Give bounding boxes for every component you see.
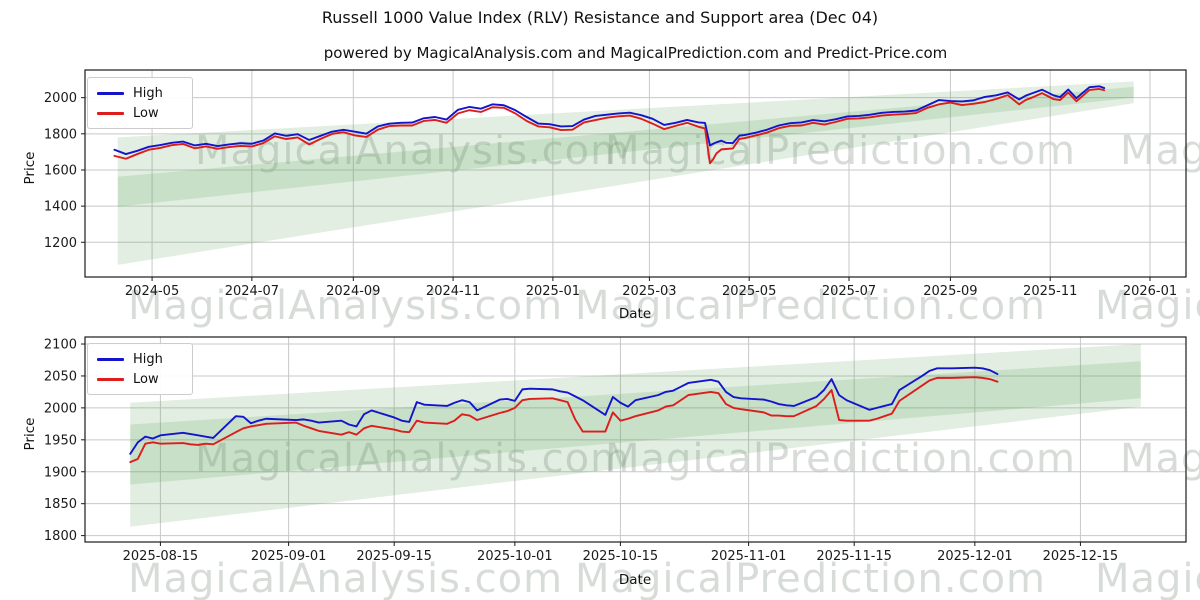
y-tick-label: 1850: [44, 497, 77, 512]
watermark-text: MagicalAnalysis.com: [1120, 436, 1200, 482]
watermark-row: MagicalAnalysis.com MagicalPrediction.co…: [0, 128, 1200, 174]
x-tick-label: 2025-08-15: [123, 549, 199, 564]
resistance-area: [130, 344, 1141, 485]
x-tick-label: 2025-10-15: [583, 549, 659, 564]
low-line-swatch: [97, 377, 124, 381]
legend-item-high: High: [97, 83, 183, 103]
x-tick-label: 2025-09-01: [251, 549, 327, 564]
y-tick-label: 2000: [44, 401, 77, 416]
top-chart: 2024-05 2024-07 2024-09 2024-11 2025-01 2025-…: [44, 69, 1187, 299]
watermark-text: MagicalPrediction.com: [575, 283, 1046, 329]
high-line-swatch: [97, 91, 124, 95]
x-tick-label: 2025-12-15: [1043, 549, 1119, 564]
watermark-text: MagicalAnalysis.com: [1120, 128, 1200, 174]
watermark-text: MagicalPrediction.com: [605, 436, 1076, 482]
figure-subtitle: powered by MagicalAnalysis.com and Magic…: [323, 44, 948, 62]
x-tick-label: 2025-11-15: [816, 549, 892, 564]
x-tick-label: 2025-10-01: [477, 549, 553, 564]
y-tick-label: 1950: [44, 433, 77, 448]
support-area: [117, 86, 1134, 265]
support-area: [130, 361, 1141, 527]
high-line: [129, 366, 999, 455]
x-tick-label: 2025-07: [822, 284, 876, 299]
watermark-row: MagicalAnalysis.com MagicalPrediction.co…: [0, 556, 1200, 600]
x-tick-label: 2026-01: [1123, 284, 1177, 299]
watermark-text: MagicalAnalysis.com: [128, 283, 564, 329]
x-axis-label-top: Date: [618, 306, 652, 322]
legend: High Low: [87, 77, 193, 129]
x-tick-label: 2024-05: [125, 284, 179, 299]
x-tick-label: 2024-07: [225, 284, 279, 299]
legend-label-high: High: [133, 85, 163, 101]
low-line: [129, 376, 999, 464]
x-tick-label: 2025-09-15: [356, 549, 432, 564]
low-line-swatch: [97, 111, 124, 115]
figure-title: Russell 1000 Value Index (RLV) Resistanc…: [321, 8, 879, 27]
watermark-text: MagicalAnalysis.com: [1095, 556, 1200, 600]
y-tick-label: 1200: [44, 236, 77, 251]
watermark-text: MagicalPrediction.com: [605, 128, 1076, 174]
y-tick-label: 2050: [44, 369, 77, 384]
watermark-text: MagicalAnalysis.com: [195, 436, 630, 482]
x-tick-label: 2025-11-01: [711, 549, 787, 564]
x-tick-label: 2025-12-01: [937, 549, 1013, 564]
x-tick-label: 2025-05: [722, 284, 776, 299]
legend: High Low: [87, 343, 193, 395]
bottom-chart: 2025-08-15 2025-09-01 2025-09-15 2025-10-01…: [44, 336, 1187, 564]
legend-item-high: High: [97, 349, 183, 369]
watermark-text: MagicalAnalysis.com: [1095, 283, 1200, 329]
y-tick-label: 1600: [44, 163, 77, 178]
x-tick-label: 2025-01: [526, 284, 580, 299]
legend-item-low: Low: [97, 369, 183, 389]
y-tick-label: 2100: [44, 338, 77, 353]
watermark-row: MagicalAnalysis.com MagicalPrediction.co…: [0, 436, 1200, 482]
legend-item-low: Low: [97, 103, 183, 123]
low-line: [113, 88, 1106, 165]
x-tick-label: 2025-03: [622, 284, 676, 299]
high-line-swatch: [97, 357, 124, 361]
x-tick-label: 2025-11: [1023, 284, 1077, 299]
high-line: [113, 85, 1106, 156]
watermark-row: MagicalAnalysis.com MagicalPrediction.co…: [0, 283, 1200, 329]
watermark-text: MagicalAnalysis.com: [195, 128, 630, 174]
y-tick-label: 1400: [44, 200, 77, 215]
x-tick-label: 2025-09: [923, 284, 977, 299]
legend-label-low: Low: [133, 371, 159, 387]
y-axis-label-bottom: Price: [22, 417, 38, 451]
legend-label-low: Low: [133, 105, 159, 121]
y-tick-label: 1800: [44, 127, 77, 142]
x-axis-label-bottom: Date: [618, 572, 652, 588]
x-tick-label: 2024-09: [326, 284, 380, 299]
watermark-text: MagicalAnalysis.com: [128, 556, 564, 600]
y-axis-label-top: Price: [22, 151, 38, 185]
y-tick-label: 2000: [44, 91, 77, 106]
watermark-text: MagicalPrediction.com: [575, 556, 1046, 600]
legend-label-high: High: [133, 351, 163, 367]
y-tick-label: 1800: [44, 529, 77, 544]
x-tick-label: 2024-11: [426, 284, 480, 299]
y-tick-label: 1900: [44, 465, 77, 480]
resistance-area: [117, 81, 1134, 207]
